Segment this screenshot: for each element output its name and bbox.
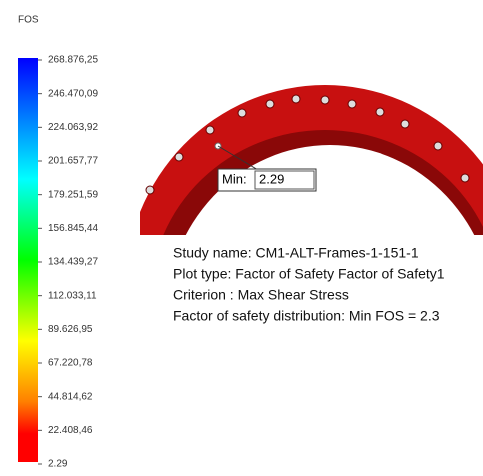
legend-label: 22.408,46: [48, 425, 93, 436]
info-line: Study name: CM1-ALT-Frames-1-151-1: [173, 245, 419, 261]
legend-label: 2.29: [48, 459, 68, 470]
legend-label: 134.439,27: [48, 257, 98, 268]
legend-label: 179.251,59: [48, 189, 98, 200]
legend-label: 156.845,44: [48, 223, 98, 234]
legend-label: 112.033,11: [48, 290, 97, 301]
probe-label: Min:: [222, 171, 247, 186]
info-line: Plot type: Factor of Safety Factor of Sa…: [173, 266, 445, 282]
legend-label: 89.626,95: [48, 324, 93, 335]
legend-label: 201.657,77: [48, 156, 98, 167]
probe-value: 2.29: [259, 171, 284, 186]
info-line: Factor of safety distribution: Min FOS =…: [173, 308, 440, 324]
legend-label: 224.063,92: [48, 122, 98, 133]
info-line: Criterion : Max Shear Stress: [173, 287, 349, 303]
legend-title: FOS: [18, 15, 39, 26]
legend-label: 246.470,09: [48, 88, 98, 99]
legend-label: 44.814,62: [48, 391, 93, 402]
legend-label: 268.876,25: [48, 55, 98, 66]
color-bar: [18, 58, 38, 462]
legend-label: 67.220,78: [48, 358, 93, 369]
screen: FOS 268.876,25 246.470,09 224.063,92 201.65…: [0, 0, 483, 471]
